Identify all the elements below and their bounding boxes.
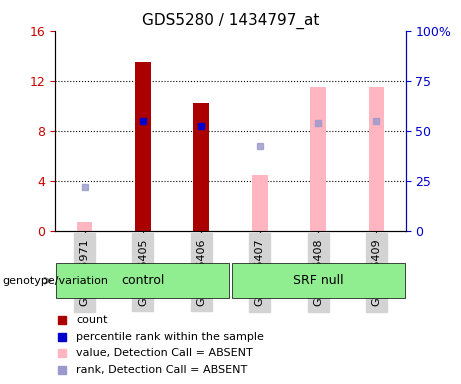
Bar bbox=[369, 87, 384, 231]
Bar bbox=[194, 103, 209, 231]
FancyBboxPatch shape bbox=[232, 263, 404, 298]
FancyBboxPatch shape bbox=[57, 263, 229, 298]
Text: value, Detection Call = ABSENT: value, Detection Call = ABSENT bbox=[77, 348, 253, 358]
Text: SRF null: SRF null bbox=[293, 274, 343, 287]
Bar bbox=[310, 87, 326, 231]
Text: genotype/variation: genotype/variation bbox=[2, 276, 108, 286]
Text: percentile rank within the sample: percentile rank within the sample bbox=[77, 332, 264, 342]
Title: GDS5280 / 1434797_at: GDS5280 / 1434797_at bbox=[142, 13, 319, 29]
Text: control: control bbox=[121, 274, 165, 287]
Bar bbox=[77, 222, 92, 231]
Text: rank, Detection Call = ABSENT: rank, Detection Call = ABSENT bbox=[77, 365, 248, 375]
Bar bbox=[135, 62, 151, 231]
Bar bbox=[252, 175, 267, 231]
Text: count: count bbox=[77, 315, 108, 325]
